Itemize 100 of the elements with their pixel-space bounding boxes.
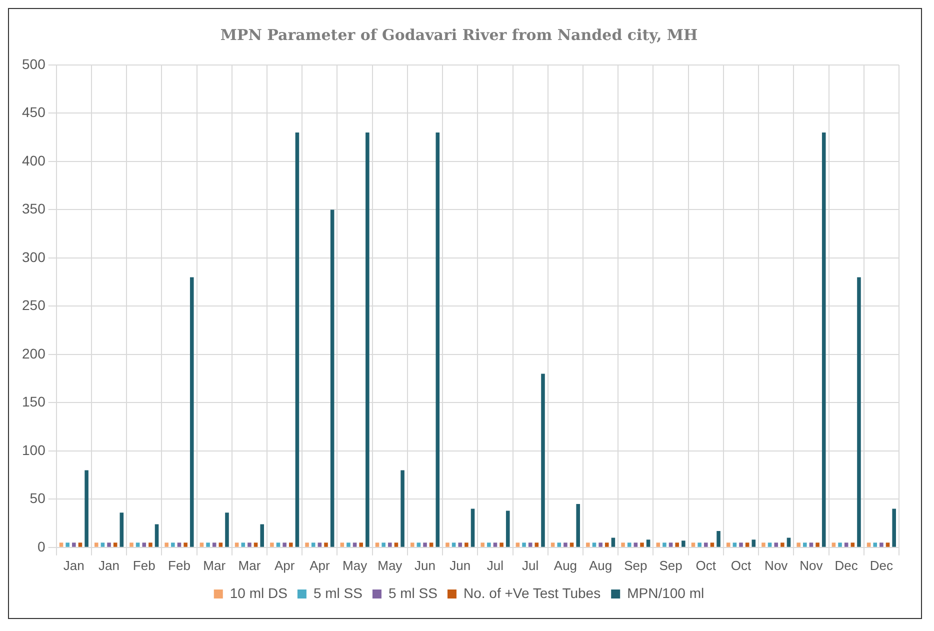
bar xyxy=(576,504,580,547)
bar xyxy=(550,542,555,547)
bar xyxy=(375,542,380,547)
x-tick-label: Sep xyxy=(659,558,682,573)
legend-label: MPN/100 ml xyxy=(627,584,704,601)
x-tick-label: Jan xyxy=(63,558,84,573)
x-tick-label: Feb xyxy=(132,558,156,573)
bar xyxy=(429,542,434,547)
bar xyxy=(59,542,64,547)
bar xyxy=(218,542,223,547)
bar xyxy=(786,538,791,547)
bar xyxy=(84,470,88,547)
bar xyxy=(704,542,708,547)
bar xyxy=(732,542,737,547)
bar xyxy=(796,542,800,547)
bar xyxy=(892,508,896,547)
bar xyxy=(850,542,855,547)
x-tick-label: Mar xyxy=(238,558,262,573)
x-tick-label: Feb xyxy=(168,558,190,573)
y-tick-label: 150 xyxy=(22,394,46,410)
bar xyxy=(184,542,188,547)
bar xyxy=(436,132,440,547)
y-tick-label: 50 xyxy=(30,490,46,506)
bar xyxy=(282,542,286,547)
x-tick-label: Dec xyxy=(834,558,858,573)
x-tick-label: Jun xyxy=(414,558,436,573)
bar xyxy=(493,542,498,547)
y-tick-label: 100 xyxy=(22,442,46,458)
bar xyxy=(500,542,504,547)
bar xyxy=(534,542,539,547)
bar xyxy=(276,542,280,547)
bar xyxy=(142,542,146,547)
bar xyxy=(844,542,848,547)
bar xyxy=(154,524,159,547)
bar xyxy=(330,210,334,547)
x-tick-label: Mar xyxy=(203,558,226,573)
bar xyxy=(366,132,370,547)
bar xyxy=(564,542,568,547)
bar xyxy=(816,542,820,547)
bar xyxy=(254,542,258,547)
bar xyxy=(745,542,750,547)
bar xyxy=(570,542,574,547)
bar xyxy=(464,542,468,547)
x-tick-label: Dec xyxy=(870,558,894,573)
bar xyxy=(113,542,118,547)
bar xyxy=(241,542,246,547)
bar xyxy=(611,538,616,547)
x-tick-label: Sep xyxy=(624,558,648,573)
x-tick-label: Apr xyxy=(310,558,330,573)
bar xyxy=(225,512,229,547)
y-tick-label: 0 xyxy=(38,538,46,554)
bar xyxy=(480,542,484,547)
bar xyxy=(107,542,111,547)
bar xyxy=(305,542,309,547)
bar xyxy=(646,540,650,547)
bar xyxy=(640,542,644,547)
bar xyxy=(662,542,666,547)
bar xyxy=(710,542,714,547)
bar xyxy=(656,542,660,547)
bar xyxy=(394,542,398,547)
bar xyxy=(446,542,450,547)
bar xyxy=(780,542,784,547)
y-tick-label: 500 xyxy=(22,56,46,72)
bar xyxy=(716,531,720,547)
bar xyxy=(458,542,462,547)
bar xyxy=(234,542,239,547)
bar xyxy=(190,277,194,547)
bar xyxy=(627,542,632,547)
legend-label: 10 ml DS xyxy=(230,584,288,601)
x-tick-label: Nov xyxy=(764,558,788,573)
bar xyxy=(400,470,404,547)
bar xyxy=(886,542,890,547)
y-tick-label: 400 xyxy=(22,152,46,168)
bar xyxy=(416,542,421,547)
bar xyxy=(94,542,98,547)
bar xyxy=(136,542,140,547)
legend-label: 5 ml SS xyxy=(388,584,438,601)
bar xyxy=(352,542,357,547)
y-tick-label: 350 xyxy=(22,200,46,217)
bar xyxy=(691,542,696,547)
bar xyxy=(838,542,842,547)
bar xyxy=(873,542,878,547)
bar xyxy=(682,540,686,547)
bar xyxy=(200,542,204,547)
bar xyxy=(311,542,316,547)
bar xyxy=(668,542,673,547)
bar xyxy=(621,542,625,547)
y-tick-label: 200 xyxy=(22,345,46,362)
bar xyxy=(148,542,152,547)
bar xyxy=(592,542,596,547)
x-tick-label: Apr xyxy=(274,558,296,573)
bar xyxy=(359,542,364,547)
bar xyxy=(177,542,182,547)
bar xyxy=(698,542,702,547)
bar xyxy=(212,542,216,547)
bar xyxy=(72,542,76,547)
bar xyxy=(270,542,274,547)
bar xyxy=(295,132,300,547)
bar xyxy=(857,277,861,547)
bar xyxy=(120,512,124,547)
